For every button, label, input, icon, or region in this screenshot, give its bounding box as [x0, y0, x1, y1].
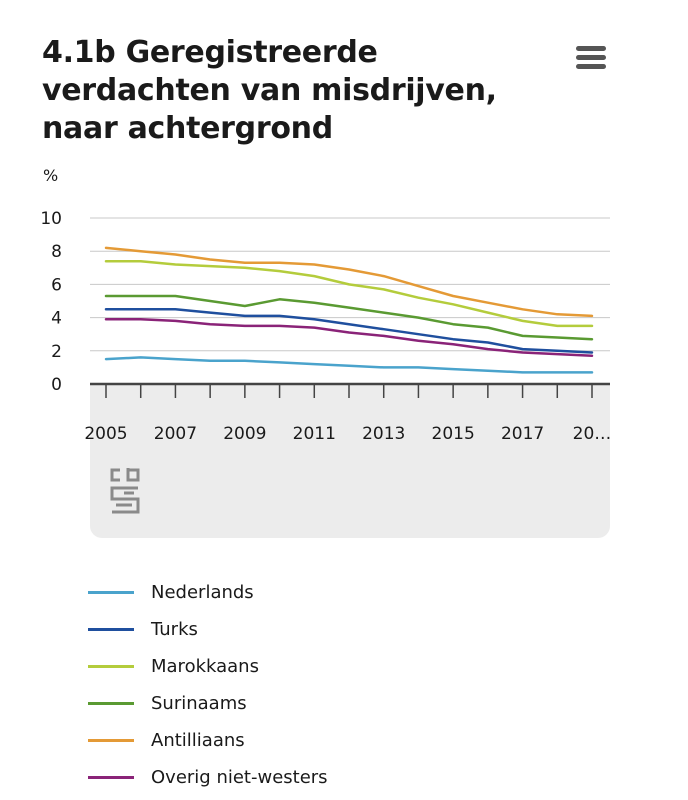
legend-label: Nederlands	[151, 582, 254, 603]
legend-item[interactable]: Nederlands	[88, 574, 328, 611]
legend-item[interactable]: Turks	[88, 611, 328, 648]
series-line-turks	[104, 308, 594, 354]
series-line-overig-niet-westers	[104, 318, 594, 358]
series-line-surinaams	[104, 294, 594, 341]
legend-item[interactable]: Surinaams	[88, 685, 328, 722]
y-tick-labels: 0 2 4 6 8 10	[40, 209, 62, 395]
series-line-marokkaans	[104, 259, 594, 328]
legend-swatch	[88, 628, 134, 631]
legend-swatch	[88, 776, 134, 779]
legend-label: Turks	[151, 619, 198, 640]
series-lines	[104, 246, 594, 374]
y-tick-label: 0	[51, 375, 62, 395]
y-tick-label: 4	[51, 309, 62, 329]
x-tick-label: 2005	[84, 424, 127, 444]
series-line-antilliaans	[104, 246, 594, 318]
menu-icon[interactable]	[576, 46, 606, 72]
legend: Nederlands Turks Marokkaans Surinaams Antill…	[88, 574, 328, 796]
x-tick-label: 2015	[432, 424, 475, 444]
x-tick-label: 2011	[293, 424, 336, 444]
gridlines	[90, 217, 610, 352]
x-tick-label: 2009	[223, 424, 266, 444]
x-tick-labels: 2005 2007 2009 2011 2013 2015 2017 20…	[84, 424, 611, 444]
legend-swatch	[88, 665, 134, 668]
chart-title: 4.1b Geregistreerde verdachten van misdr…	[42, 35, 497, 146]
cbs-logo-icon	[110, 468, 140, 514]
legend-item[interactable]: Marokkaans	[88, 648, 328, 685]
y-tick-label: 8	[51, 242, 62, 262]
x-tick-label: 2007	[154, 424, 197, 444]
chart-footer-panel	[90, 384, 610, 538]
legend-swatch	[88, 591, 134, 594]
legend-swatch	[88, 739, 134, 742]
x-tick-label: 2017	[501, 424, 544, 444]
legend-item[interactable]: Antilliaans	[88, 722, 328, 759]
line-chart: 0 2 4 6 8 10 2005 2007 2009 2011 2013 2015 2017 20…	[40, 209, 611, 444]
legend-label: Surinaams	[151, 693, 247, 714]
y-tick-label: 10	[40, 209, 62, 229]
legend-label: Marokkaans	[151, 656, 259, 677]
y-axis-unit-label: %	[43, 166, 59, 185]
y-tick-label: 2	[51, 342, 62, 362]
x-tick-label: 2013	[362, 424, 405, 444]
y-tick-label: 6	[51, 275, 62, 295]
x-axis	[90, 382, 610, 398]
x-tick-label: 20…	[573, 424, 612, 444]
legend-swatch	[88, 702, 134, 705]
series-line-nederlands	[104, 356, 594, 374]
legend-item[interactable]: Overig niet-westers	[88, 759, 328, 796]
legend-label: Antilliaans	[151, 730, 245, 751]
legend-label: Overig niet-westers	[151, 767, 328, 788]
